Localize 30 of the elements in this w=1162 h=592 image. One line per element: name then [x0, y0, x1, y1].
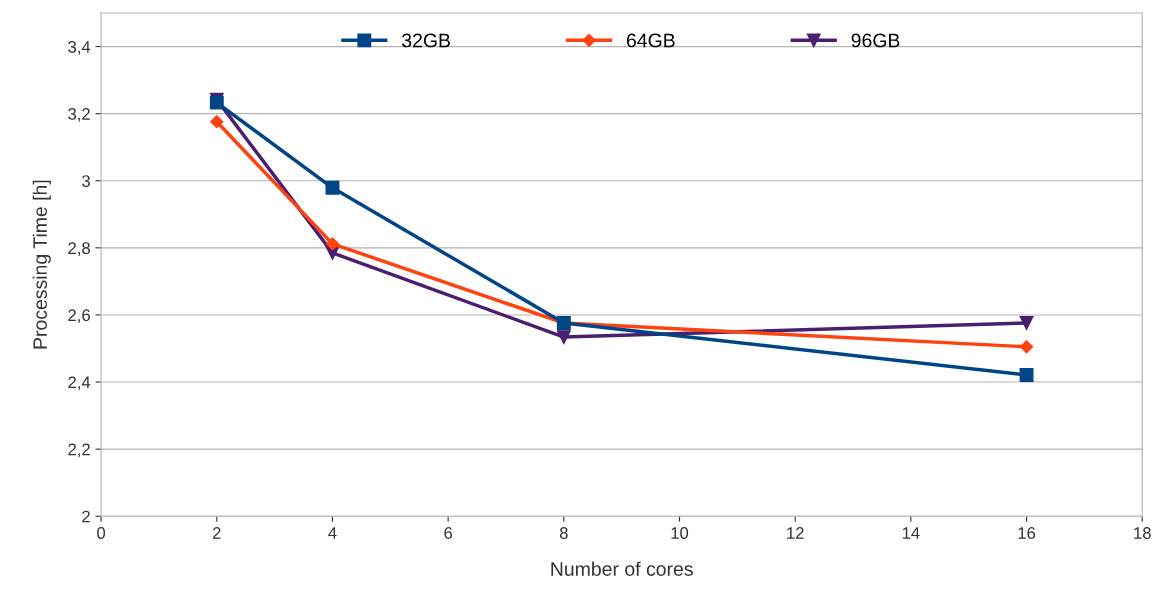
x-tick-label: 8 [559, 527, 568, 539]
point [1019, 340, 1034, 354]
x-tick-label: 2 [212, 527, 221, 539]
legend-label: 32GB [402, 33, 450, 48]
y-tick-label: 2 [82, 510, 90, 523]
x-tick-label: 4 [328, 527, 337, 539]
point [325, 237, 340, 251]
point [325, 180, 340, 195]
y-tick-label: 3 [82, 175, 90, 187]
y-tick-label: 2,6 [68, 309, 90, 324]
x-axis-title: Number of cores [551, 561, 693, 576]
point [1019, 316, 1034, 330]
y-tick-label: 3,4 [68, 40, 91, 55]
y-tick-label: 2,8 [68, 242, 90, 257]
y-axis-title: Processing Time [h] [32, 180, 51, 349]
y-tick-label: 2,2 [68, 443, 90, 458]
x-tick-label: 18 [1134, 527, 1151, 539]
y-tick-label: 2,4 [68, 376, 91, 391]
x-tick-label: 16 [1018, 527, 1036, 539]
legend-label: 64GB [626, 33, 675, 48]
legend-label: 96GB [851, 33, 900, 48]
x-tick-label: 0 [97, 527, 106, 539]
x-tick-label: 12 [787, 527, 804, 539]
x-tick-label: 6 [444, 527, 453, 539]
point [1019, 368, 1034, 382]
y-tick-label: 3,2 [68, 108, 90, 122]
x-tick-label: 10 [671, 527, 689, 539]
point [210, 115, 224, 129]
x-tick-label: 14 [902, 527, 920, 539]
point [556, 330, 571, 345]
